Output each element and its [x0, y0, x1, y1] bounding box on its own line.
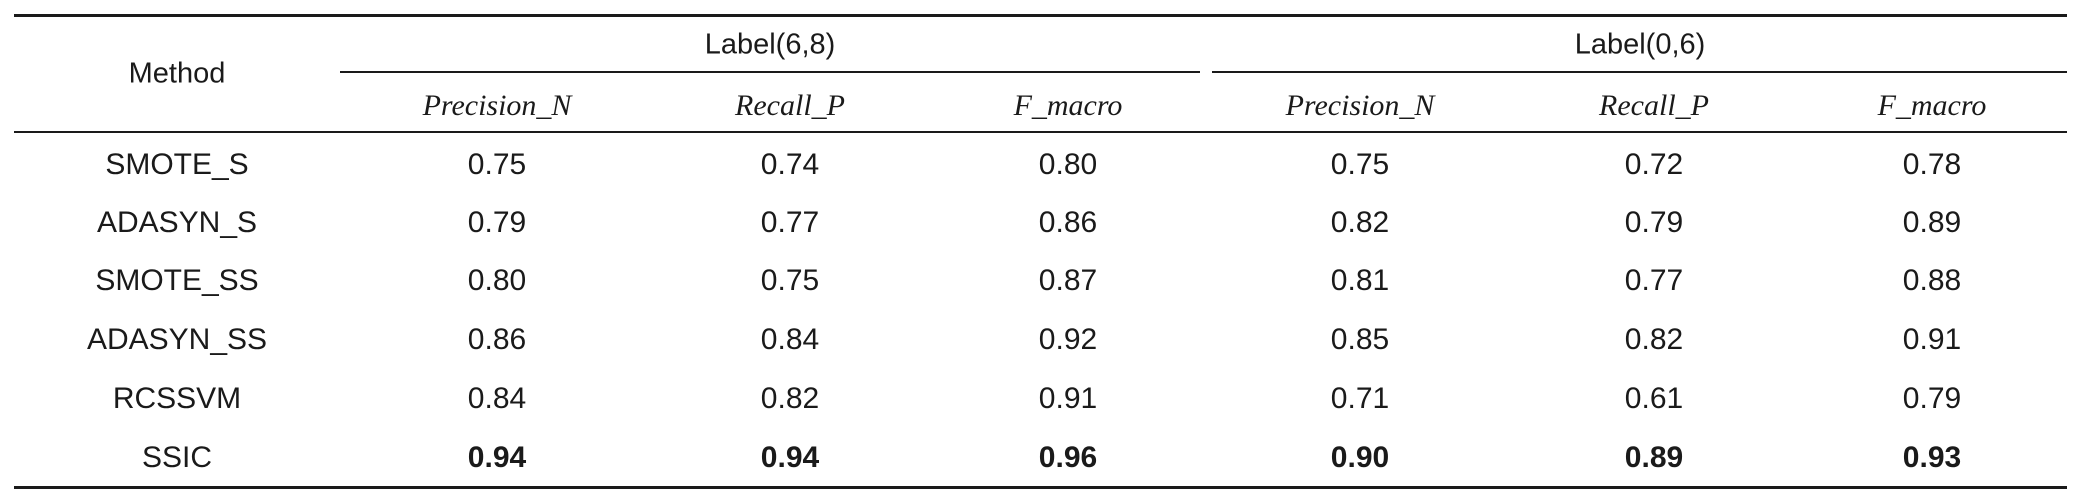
metric-value-cell: 0.93: [1902, 441, 1962, 474]
metric-value-cell: 0.89: [1624, 441, 1684, 474]
metric-value-cell: 0.75: [467, 148, 527, 181]
metric-value-cell: 0.78: [1902, 148, 1962, 181]
col-header-f-macro-g2: F_macro: [1877, 89, 1987, 122]
method-column-header: Method: [128, 57, 226, 90]
metric-value-cell: 0.86: [1038, 206, 1098, 239]
row-method-name: ADASYN_SS: [86, 323, 268, 356]
col-header-precision-n-g1: Precision_N: [422, 89, 572, 122]
group-header-label-6-8: Label(6,8): [704, 28, 836, 61]
metric-value-cell: 0.85: [1330, 323, 1390, 356]
metric-value-cell: 0.86: [467, 323, 527, 356]
metric-value-cell: 0.71: [1330, 382, 1390, 415]
group-rule-left: [340, 71, 1200, 73]
row-method-name: SMOTE_SS: [95, 264, 259, 297]
metric-value-cell: 0.79: [467, 206, 527, 239]
metric-value-cell: 0.81: [1330, 264, 1390, 297]
row-method-name: SSIC: [141, 441, 213, 474]
metric-value-cell: 0.75: [760, 264, 820, 297]
row-method-name: SMOTE_S: [105, 148, 249, 181]
group-header-label-0-6: Label(0,6): [1574, 28, 1706, 61]
metric-value-cell: 0.61: [1624, 382, 1684, 415]
metric-value-cell: 0.90: [1330, 441, 1390, 474]
metric-value-cell: 0.75: [1330, 148, 1390, 181]
row-method-name: ADASYN_S: [96, 206, 258, 239]
col-header-precision-n-g2: Precision_N: [1285, 89, 1435, 122]
col-header-f-macro-g1: F_macro: [1013, 89, 1123, 122]
metric-value-cell: 0.91: [1902, 323, 1962, 356]
metric-value-cell: 0.82: [1624, 323, 1684, 356]
row-method-name: RCSSVM: [112, 382, 242, 415]
group-rule-right: [1212, 71, 2067, 73]
metric-value-cell: 0.94: [760, 441, 820, 474]
metric-value-cell: 0.84: [467, 382, 527, 415]
metric-value-cell: 0.92: [1038, 323, 1098, 356]
metric-value-cell: 0.84: [760, 323, 820, 356]
metric-value-cell: 0.80: [1038, 148, 1098, 181]
metric-value-cell: 0.87: [1038, 264, 1098, 297]
metric-value-cell: 0.77: [1624, 264, 1684, 297]
metric-value-cell: 0.79: [1624, 206, 1684, 239]
metric-value-cell: 0.96: [1038, 441, 1098, 474]
metric-value-cell: 0.91: [1038, 382, 1098, 415]
top-rule: [14, 14, 2067, 17]
metric-value-cell: 0.82: [760, 382, 820, 415]
col-header-recall-p-g1: Recall_P: [735, 89, 845, 122]
metric-value-cell: 0.89: [1902, 206, 1962, 239]
metric-value-cell: 0.82: [1330, 206, 1390, 239]
bottom-rule: [14, 486, 2067, 489]
metric-value-cell: 0.72: [1624, 148, 1684, 181]
metric-value-cell: 0.74: [760, 148, 820, 181]
metric-value-cell: 0.79: [1902, 382, 1962, 415]
header-rule: [14, 131, 2067, 133]
metric-value-cell: 0.80: [467, 264, 527, 297]
metric-value-cell: 0.88: [1902, 264, 1962, 297]
metric-value-cell: 0.94: [467, 441, 527, 474]
col-header-recall-p-g2: Recall_P: [1599, 89, 1709, 122]
metric-value-cell: 0.77: [760, 206, 820, 239]
